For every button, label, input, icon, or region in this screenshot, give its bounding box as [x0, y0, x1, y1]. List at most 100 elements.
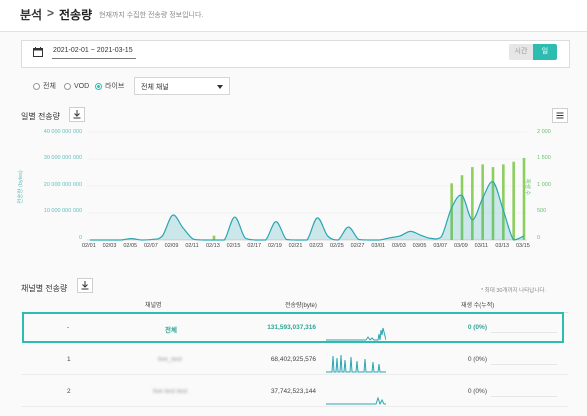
chart-menu-button[interactable]: [552, 108, 568, 123]
y-right-tick: 1 000: [537, 182, 551, 188]
breadcrumb-separator: >: [47, 6, 55, 20]
download-icon: [81, 281, 89, 290]
row-rank: -: [67, 324, 70, 331]
row-rank: 2: [67, 388, 71, 395]
x-tick-label: 03/03: [392, 243, 406, 249]
header-bar: [0, 0, 587, 32]
radio-all-circle: [33, 82, 40, 90]
row-bytes: 131,593,037,316: [267, 324, 316, 331]
radio-live-label: 라이브: [105, 83, 125, 90]
row-bytes: 37,742,523,144: [270, 388, 316, 395]
column-header-plays: 재생 수(누적): [461, 303, 495, 309]
x-tick-label: 02/03: [102, 243, 117, 249]
row-channel-name[interactable]: 전체: [165, 327, 177, 334]
row-sparkline: [326, 354, 386, 373]
x-tick-label: 03/15: [516, 243, 530, 249]
y-right-tick: 2 000: [537, 129, 551, 135]
y-right-tick: 500: [537, 208, 547, 214]
x-tick-label: 02/13: [206, 243, 220, 249]
bytes-area: [90, 181, 524, 240]
granularity-day-button[interactable]: 일: [533, 44, 557, 60]
x-tick-label: 02/23: [309, 243, 324, 249]
y-left-tick: 40 000 000 000: [43, 129, 82, 135]
radio-all[interactable]: 전체: [33, 81, 56, 91]
row-plays-bar: [491, 324, 557, 333]
date-range-underline: [52, 58, 136, 59]
channel-download-button[interactable]: [77, 278, 93, 293]
x-tick-label: 02/11: [185, 243, 199, 249]
row-channel-name[interactable]: live test test: [153, 388, 188, 395]
x-tick-label: 02/21: [288, 243, 303, 249]
daily-download-button[interactable]: [69, 107, 85, 122]
radio-vod-label: VOD: [74, 82, 90, 90]
x-tick-label: 02/05: [123, 243, 138, 249]
radio-vod-circle: [64, 82, 71, 90]
x-tick-label: 03/11: [474, 243, 489, 249]
channel-select[interactable]: 전체 채널: [134, 77, 230, 95]
column-header-name: 채널명: [145, 303, 162, 309]
play-count-bar: [481, 164, 484, 240]
row-plays-bar: [491, 356, 557, 365]
download-icon: [73, 110, 81, 119]
row-channel-name[interactable]: live_test: [158, 356, 182, 363]
x-tick-label: 03/07: [433, 243, 448, 249]
date-panel: [21, 40, 570, 68]
play-count-bar: [212, 235, 216, 240]
y-left-tick: 0: [78, 235, 82, 241]
page-subtitle: 현재까지 수집한 전송량 정보입니다.: [99, 12, 204, 19]
x-tick-label: 02/27: [350, 243, 365, 249]
breadcrumb-section[interactable]: 분석: [20, 8, 43, 22]
row-divider: [21, 374, 568, 375]
play-count-bar: [502, 164, 505, 240]
channel-section-title: 채널별 전송량: [21, 284, 68, 293]
radio-all-label: 전체: [43, 83, 56, 90]
granularity-time-button[interactable]: 시간: [509, 44, 533, 60]
daily-title: 일별 전송량: [21, 112, 61, 121]
y-left-tick: 20 000 000 000: [43, 182, 82, 188]
daily-chart: [87, 131, 527, 241]
row-sparkline: [326, 396, 386, 406]
content-background: [0, 32, 587, 416]
menu-icon: [556, 112, 564, 119]
radio-vod[interactable]: VOD: [64, 81, 89, 91]
x-tick-label: 02/19: [268, 243, 282, 249]
row-rank: 1: [67, 356, 71, 363]
x-tick-label: 03/05: [412, 243, 427, 249]
row-plays-bar: [491, 388, 557, 397]
column-header-bytes: 전송량(byte): [285, 303, 317, 309]
date-range-input[interactable]: 2021-02-01 ~ 2021-03-15: [53, 47, 133, 54]
x-tick-label: 03/09: [454, 243, 468, 249]
play-count-bar: [471, 167, 474, 240]
page-title: 전송량: [59, 8, 93, 22]
row-divider: [21, 406, 568, 407]
x-tick-label: 02/07: [144, 243, 158, 249]
row-bytes: 68,402,925,576: [270, 356, 316, 363]
y-right-tick: 1 500: [537, 155, 551, 161]
x-tick-label: 02/09: [164, 243, 179, 249]
play-count-bar: [522, 157, 526, 240]
radio-live-circle: [95, 82, 102, 90]
row-plays: 0 (0%): [467, 356, 487, 363]
radio-live[interactable]: 라이브: [95, 81, 124, 91]
chevron-down-icon: [217, 85, 223, 89]
max-rows-note: * 최대 30개까지 나타납니다.: [481, 288, 546, 294]
x-tick-label: 03/13: [495, 243, 510, 249]
play-count-bar: [491, 167, 495, 240]
row-plays: 0 (0%): [467, 388, 487, 395]
y-left-tick: 30 000 000 000: [43, 155, 82, 161]
y-right-tick: 0: [537, 235, 541, 241]
play-count-bar: [450, 183, 453, 240]
y-left-tick: 10 000 000 000: [43, 208, 82, 214]
calendar-icon[interactable]: [33, 47, 43, 57]
x-tick-label: 02/01: [82, 243, 96, 249]
x-tick-label: 02/15: [226, 243, 241, 249]
channel-select-value: 전체 채널: [141, 84, 169, 91]
x-tick-label: 02/25: [330, 243, 344, 249]
play-count-bar: [512, 161, 515, 240]
table-row-total-highlight[interactable]: [22, 312, 564, 343]
row-sparkline-total: [326, 327, 386, 341]
x-tick-label: 03/01: [371, 243, 386, 249]
bytes-line: [90, 181, 525, 241]
x-tick-label: 02/17: [247, 243, 262, 249]
play-count-bar: [460, 175, 464, 240]
